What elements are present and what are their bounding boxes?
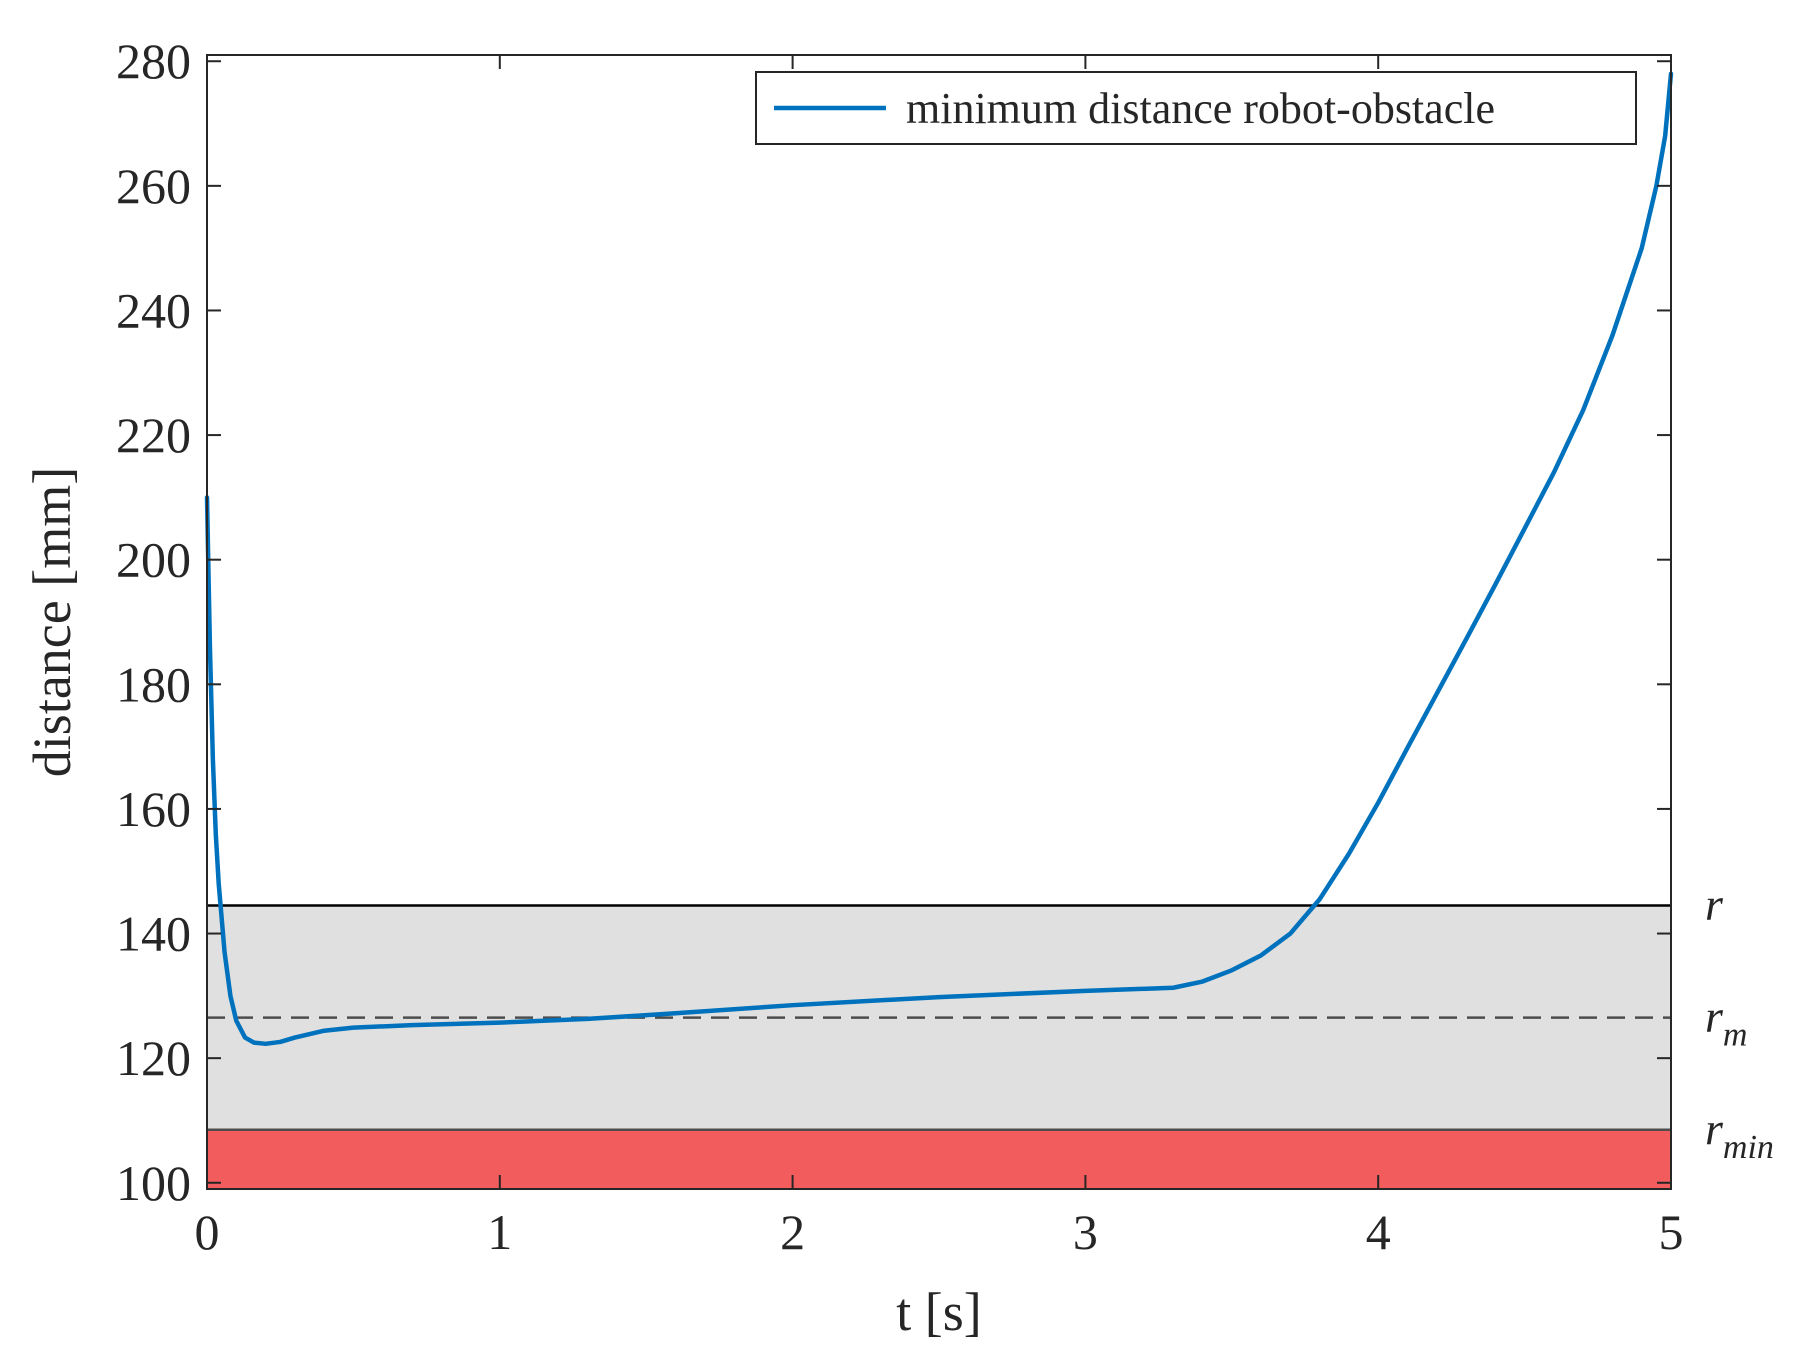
- series-line-0: [204, 71, 1674, 1047]
- y-tick-label: 140: [116, 906, 191, 962]
- y-tick-label: 240: [116, 282, 191, 338]
- legend: minimum distance robot-obstacle: [755, 71, 1637, 145]
- y-tick-label: 180: [116, 656, 191, 712]
- reference-label-min: rmin: [1705, 1103, 1774, 1166]
- x-tick-label: 3: [1073, 1204, 1098, 1260]
- y-tick-label: 120: [116, 1030, 191, 1086]
- plot-frame: [206, 54, 1672, 1190]
- reference-label-m: rm: [1705, 991, 1747, 1054]
- x-axis-title: t [s]: [896, 1282, 981, 1342]
- x-tick-label: 2: [780, 1204, 805, 1260]
- legend-entry: minimum distance robot-obstacle: [906, 84, 1495, 133]
- series-lines: [204, 71, 1674, 1047]
- y-tick-label: 160: [116, 781, 191, 837]
- band-1: [207, 1129, 1671, 1189]
- x-tick-label: 5: [1659, 1204, 1684, 1260]
- y-tick-label: 280: [116, 33, 191, 89]
- axis-ticks: 0 1 2 3 4 5 100 120 140 160 180 200 220 240 260 280: [116, 33, 1684, 1260]
- y-tick-label: 200: [116, 532, 191, 588]
- reference-label-r: r: [1705, 879, 1724, 930]
- shaded-bands: [207, 905, 1671, 1189]
- x-tick-label: 0: [195, 1204, 220, 1260]
- reference-lines: r rm rmin: [207, 879, 1774, 1166]
- y-axis-title: distance [mm]: [22, 467, 82, 777]
- y-tick-label: 260: [116, 158, 191, 214]
- x-tick-label: 4: [1366, 1204, 1391, 1260]
- y-tick-label: 100: [116, 1155, 191, 1211]
- x-tick-label: 1: [487, 1204, 512, 1260]
- legend-box: [755, 71, 1637, 145]
- y-tick-label: 220: [116, 407, 191, 463]
